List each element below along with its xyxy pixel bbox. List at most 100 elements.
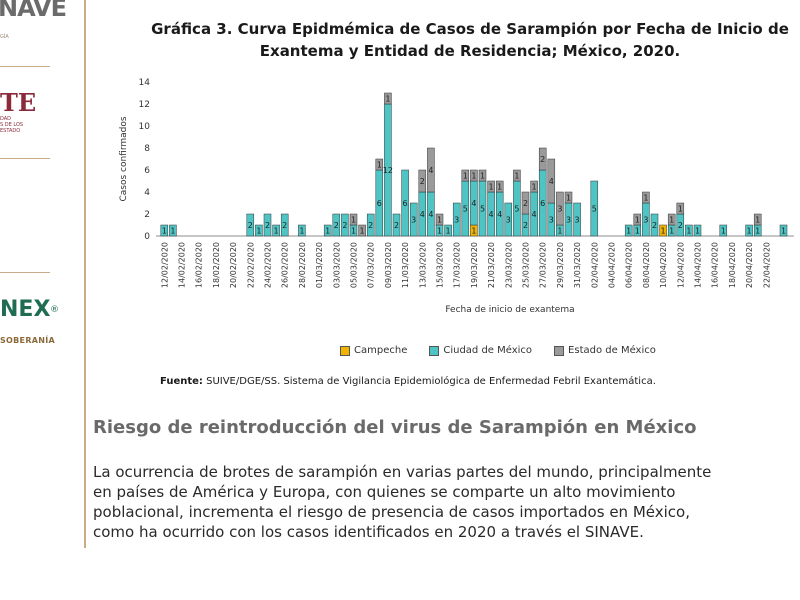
data-label: 1 [747, 227, 752, 236]
chart-title-line1: Gráfica 3. Curva Epidmémica de Casos de … [151, 20, 789, 38]
data-label: 2 [678, 221, 683, 230]
section-title: Riesgo de reintroducción del virus de Sa… [93, 417, 697, 438]
data-label: 5 [463, 205, 468, 214]
data-label: 2 [523, 221, 528, 230]
x-axis-label: Fecha de inicio de exantema [445, 305, 574, 315]
bar-segment-cdmx [624, 224, 633, 237]
issste-logo-caption: DAD S DE LOS ESTADO [0, 116, 24, 134]
bar-segment-edomex [530, 180, 538, 193]
bar-segment-cdmx [685, 224, 693, 237]
data-label: 2 [334, 221, 339, 230]
y-tick-label: 4 [144, 188, 150, 198]
data-label: 1 [532, 183, 537, 192]
x-tick-label: 26/02/2020 [281, 242, 290, 288]
bar-segment-cdmx [280, 213, 289, 237]
data-label: 2 [282, 221, 287, 230]
data-label: 1 [755, 227, 760, 236]
data-label: 1 [351, 216, 356, 225]
bar-segment-cdmx [693, 224, 702, 237]
bar-segment-cdmx [298, 224, 306, 237]
legend-label-cdmx: Ciudad de México [443, 345, 533, 356]
bar-segment-cdmx [366, 213, 375, 237]
bar-segment-edomex [487, 180, 495, 193]
bar-segment-edomex [495, 180, 504, 193]
data-label: 1 [471, 172, 476, 181]
data-label: 1 [299, 227, 304, 236]
data-label: 1 [626, 227, 631, 236]
x-tick-label: 10/04/2020 [659, 242, 668, 288]
legend-item-cdmx: Ciudad de México [429, 345, 532, 356]
data-label: 4 [489, 210, 494, 219]
data-label: 1 [360, 227, 365, 236]
data-label: 1 [437, 216, 442, 225]
bar-segment-edomex [642, 191, 650, 204]
x-tick-label: 19/03/2020 [470, 242, 479, 288]
y-tick-label: 12 [139, 100, 150, 110]
x-tick-label: 20/04/2020 [745, 242, 754, 288]
data-label: 1 [471, 227, 476, 236]
bar-segment-edomex [470, 169, 478, 182]
data-label: 4 [471, 199, 476, 208]
body-line: poblacional, incrementa el riesgo de pre… [93, 503, 690, 521]
x-tick-label: 14/04/2020 [694, 242, 703, 288]
sidebar-divider [0, 158, 50, 159]
source-text: SUIVE/DGE/SS. Sistema de Vigilancia Epid… [202, 376, 656, 387]
data-label: 1 [325, 227, 330, 236]
legend-swatch-edomex [554, 345, 565, 356]
x-tick-label: 14/02/2020 [178, 242, 187, 288]
data-label: 12 [383, 166, 393, 175]
data-label: 4 [428, 166, 433, 175]
data-label: 3 [557, 205, 562, 214]
sinave-logo-caption: GÍA [0, 34, 9, 40]
legend-label-edomex: Estado de México [568, 345, 656, 356]
pemex-logo-caption: SOBERANÍA [0, 336, 56, 345]
data-label: 1 [721, 227, 726, 236]
x-tick-label: 25/03/2020 [522, 242, 531, 288]
legend-swatch-cdmx [429, 345, 440, 356]
x-tick-label: 12/04/2020 [676, 242, 685, 288]
data-label: 3 [454, 216, 459, 225]
registered-mark: ® [50, 305, 59, 315]
bar-segment-edomex [521, 191, 530, 215]
body-line: La ocurrencia de brotes de sarampión en … [93, 463, 712, 481]
bar-segment-edomex [418, 169, 427, 193]
bar-segment-edomex [676, 202, 685, 215]
data-label: 1 [274, 227, 279, 236]
data-label: 1 [566, 194, 571, 203]
x-tick-label: 11/03/2020 [401, 242, 410, 288]
data-label: 2 [420, 177, 425, 186]
bar-segment-cdmx [263, 213, 272, 237]
bar-segment-edomex [633, 213, 642, 226]
data-label: 1 [170, 227, 175, 236]
y-axis-label: Casos confirmados [119, 116, 129, 201]
x-tick-label: 28/02/2020 [298, 242, 307, 288]
x-tick-label: 20/02/2020 [229, 242, 238, 288]
data-label: 3 [643, 216, 648, 225]
x-tick-label: 16/04/2020 [711, 242, 720, 288]
data-label: 4 [549, 177, 554, 186]
x-tick-label: 23/03/2020 [504, 242, 513, 288]
x-tick-label: 31/03/2020 [573, 242, 582, 288]
x-tick-label: 22/04/2020 [762, 242, 771, 288]
x-tick-label: 03/03/2020 [332, 242, 341, 288]
data-label: 1 [635, 216, 640, 225]
legend-item-edomex: Estado de México [554, 345, 656, 356]
chart-title-line2: Exantema y Entidad de Residencia; México… [259, 42, 681, 60]
legend-label-campeche: Campeche [354, 345, 408, 356]
data-label: 2 [368, 221, 373, 230]
x-tick-label: 16/02/2020 [195, 242, 204, 288]
data-label: 5 [592, 205, 597, 214]
data-label: 1 [514, 172, 519, 181]
data-label: 3 [566, 216, 571, 225]
x-tick-label: 05/03/2020 [350, 242, 359, 288]
sidebar: NAVE GÍA TE DAD S DE LOS ESTADO NEX ® SO… [0, 0, 86, 548]
bar-segment-cdmx [392, 213, 401, 237]
bar-segment-edomex [427, 147, 435, 193]
data-label: 1 [686, 227, 691, 236]
bar-segment-cdmx [341, 213, 349, 237]
bar-segment-cdmx [160, 224, 169, 237]
y-tick-label: 0 [144, 232, 150, 242]
source-label: Fuente: [160, 376, 203, 387]
data-label: 5 [480, 205, 485, 214]
